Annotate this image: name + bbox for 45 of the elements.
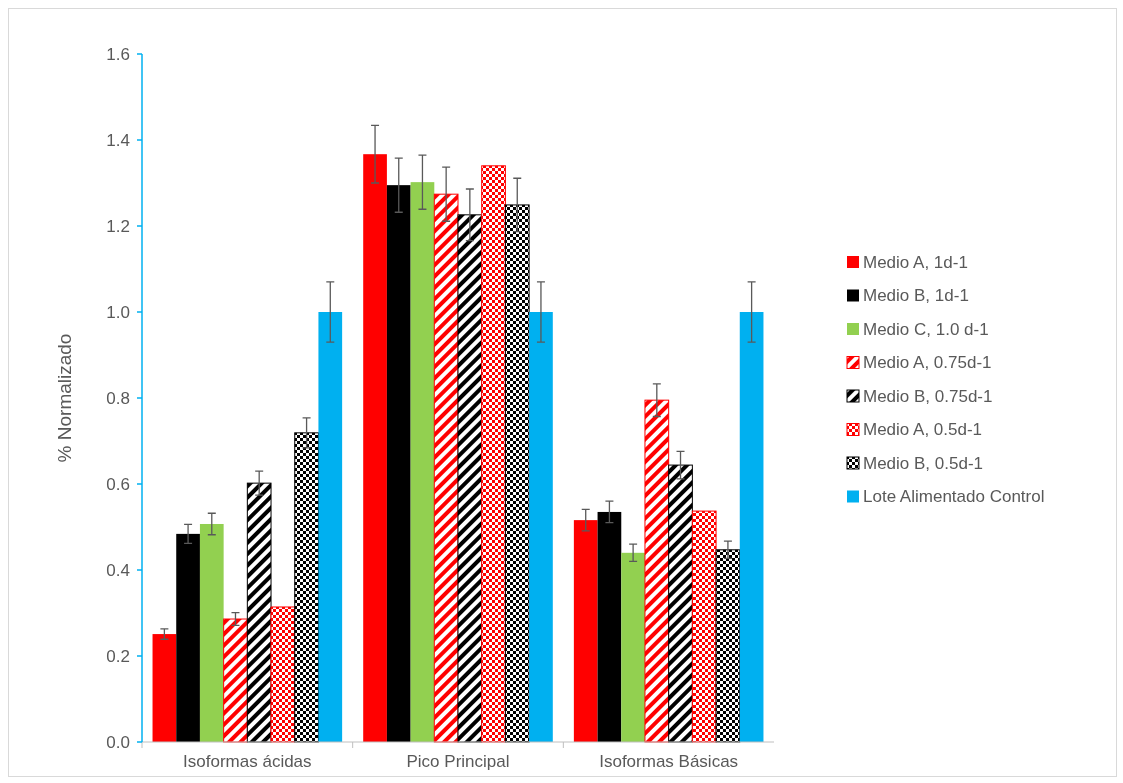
- legend-label: Lote Alimentado Control: [863, 487, 1045, 507]
- legend-label: Medio A, 1d-1: [863, 252, 968, 272]
- bar: [318, 312, 343, 742]
- bar: [715, 549, 741, 743]
- bar: [270, 606, 296, 743]
- bar: [668, 464, 693, 743]
- bar: [504, 204, 530, 743]
- legend-label: Medio C, 1.0 d-1: [863, 319, 989, 339]
- y-tick-label: 0.2: [106, 646, 130, 666]
- y-tick-label: 1.2: [106, 216, 130, 236]
- x-tick-label: Isoformas ácidas: [183, 752, 312, 771]
- legend-label: Medio A, 0.5d-1: [863, 420, 983, 440]
- bar: [573, 520, 598, 742]
- y-axis-title: % Normalizado: [54, 333, 75, 463]
- bar: [739, 312, 764, 742]
- bar: [294, 432, 319, 743]
- y-tick-label: 0.8: [106, 388, 130, 408]
- bar: [410, 182, 435, 742]
- y-tick-label: 0.0: [106, 732, 130, 752]
- bar: [433, 193, 459, 743]
- bar: [529, 312, 553, 742]
- bar: [246, 482, 272, 743]
- bar: [386, 185, 411, 742]
- bar: [644, 399, 670, 743]
- bar: [176, 533, 200, 742]
- bar: [597, 511, 622, 742]
- bar: [223, 618, 248, 743]
- legend-label: Medio B, 0.5d-1: [863, 453, 984, 473]
- y-tick-label: 0.4: [106, 560, 130, 580]
- x-tick-label: Pico Principal: [406, 752, 510, 771]
- bar: [152, 634, 177, 742]
- y-tick-label: 1.6: [106, 44, 130, 64]
- x-tick-label: Isoformas Básicas: [599, 752, 739, 771]
- bar: [457, 214, 483, 743]
- bar: [691, 510, 717, 743]
- bar: [363, 154, 387, 742]
- bar: [621, 552, 645, 742]
- legend-label: Medio B, 1d-1: [863, 286, 969, 306]
- bar: [199, 523, 224, 742]
- bar: [481, 165, 506, 743]
- y-tick-label: 1.4: [106, 130, 130, 150]
- legend-label: Medio B, 0.75d-1: [863, 386, 993, 406]
- y-tick-label: 0.6: [106, 474, 130, 494]
- y-tick-label: 1.0: [106, 302, 130, 322]
- legend-label: Medio A, 0.75d-1: [863, 353, 992, 373]
